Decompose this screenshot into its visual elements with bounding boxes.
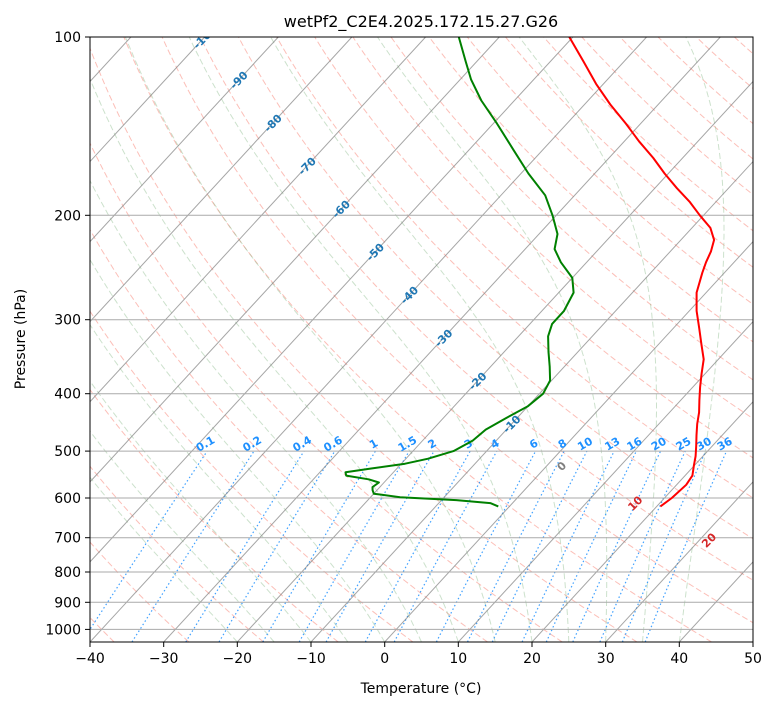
mixing-ratio-line <box>262 450 376 642</box>
x-tick-label: −40 <box>75 651 105 667</box>
background-lines <box>90 37 753 642</box>
isotherm-line <box>310 160 753 642</box>
isotherm-line <box>90 37 574 563</box>
isotherm-line <box>163 37 721 642</box>
y-tick-label: 300 <box>54 313 81 329</box>
mixing-ratio-line <box>491 450 588 642</box>
isotherm-line <box>90 37 279 243</box>
y-tick-label: 700 <box>54 531 81 547</box>
isotherm-line <box>90 37 647 642</box>
dry-adiabat-line <box>90 47 638 642</box>
temperature-profile <box>568 37 716 508</box>
x-tick-label: 40 <box>670 651 688 667</box>
y-tick-label: 600 <box>54 491 81 507</box>
isotherm-line <box>90 37 353 323</box>
x-tick-label: 0 <box>380 651 389 667</box>
dry-adiabat-line <box>390 37 753 381</box>
isotherm-line <box>90 37 426 403</box>
moist-adiabat-line <box>678 37 725 642</box>
dry-adiabat-line <box>161 37 753 624</box>
plot-frame <box>89 36 754 643</box>
x-axis-label: Temperature (°C) <box>360 681 482 697</box>
mixing-ratio-line <box>364 450 471 642</box>
mixing-ratio-line <box>298 450 410 642</box>
moist-adiabat-line <box>90 77 459 642</box>
mixing-ratio-line <box>572 450 662 642</box>
mixing-ratio-line <box>218 450 336 642</box>
isotherm-line <box>531 401 753 642</box>
axis-ticks: −40 −30 −20 −10 0 10 20 30 40 50 100 200 300 400 500 60… <box>45 30 762 667</box>
y-tick-label: 500 <box>54 444 81 460</box>
isotherm-line <box>90 37 205 163</box>
mixing-ratio-line <box>521 450 615 642</box>
y-tick-label: 100 <box>54 30 81 46</box>
isotherm-line <box>457 320 753 642</box>
moist-adiabat-line <box>270 37 570 642</box>
moist-adiabat-line <box>124 37 496 642</box>
isotherm-line <box>236 80 753 642</box>
y-axis-label: Pressure (hPa) <box>13 289 29 389</box>
moist-adiabat-line <box>518 37 657 642</box>
moist-adiabat-line <box>90 258 386 642</box>
mixing-ratio-line <box>325 450 435 642</box>
moist-adiabat-line <box>90 323 349 642</box>
moist-adiabat-line <box>90 476 238 642</box>
dry-adiabat-line <box>276 37 753 499</box>
x-tick-label: −10 <box>296 651 326 667</box>
dry-adiabat-line <box>90 388 339 642</box>
y-tick-label: 400 <box>54 387 81 403</box>
chart-title: wetPf2_C2E4.2025.172.15.27.G26 <box>284 12 558 32</box>
mixing-ratio-line <box>393 450 498 642</box>
mixing-ratio-line <box>545 450 637 642</box>
x-tick-label: 30 <box>597 651 615 667</box>
y-tick-label: 900 <box>54 595 81 611</box>
dry-adiabat-line <box>543 37 753 232</box>
moist-adiabat-line <box>188 37 533 642</box>
x-tick-label: −20 <box>223 651 253 667</box>
dry-adiabat-line <box>90 228 488 642</box>
dry-adiabat-line <box>466 37 753 305</box>
y-tick-label: 200 <box>54 208 81 224</box>
mixing-ratio-line <box>131 450 255 642</box>
y-tick-label: 1000 <box>45 622 81 638</box>
mixing-ratio-line <box>644 450 728 642</box>
dry-adiabat-line <box>123 37 712 642</box>
dry-adiabat-line <box>619 37 753 160</box>
dry-adiabat-line <box>352 37 753 420</box>
isotherm-line <box>384 240 753 642</box>
x-tick-label: 50 <box>744 651 762 667</box>
mixing-ratio-line <box>185 450 305 642</box>
x-tick-label: 10 <box>449 651 467 667</box>
sounding-profiles <box>344 37 716 508</box>
dewpoint-profile <box>344 37 575 508</box>
y-tick-label: 800 <box>54 565 81 581</box>
dry-adiabat-line <box>581 37 753 196</box>
mixing-ratio-line <box>599 450 686 642</box>
moist-adiabat-line <box>90 179 422 642</box>
dry-adiabat-line <box>90 142 563 642</box>
isotherm-line <box>90 37 500 483</box>
dry-adiabat-line <box>90 465 264 642</box>
isotherm-line <box>605 481 753 642</box>
dry-adiabat-line <box>505 37 753 268</box>
x-tick-label: 20 <box>523 651 541 667</box>
dry-adiabat-line <box>199 37 753 581</box>
moist-adiabat-line <box>377 37 608 642</box>
dry-adiabat-line <box>428 37 753 343</box>
mixing-ratio-line <box>621 450 707 642</box>
x-tick-label: −30 <box>149 651 179 667</box>
